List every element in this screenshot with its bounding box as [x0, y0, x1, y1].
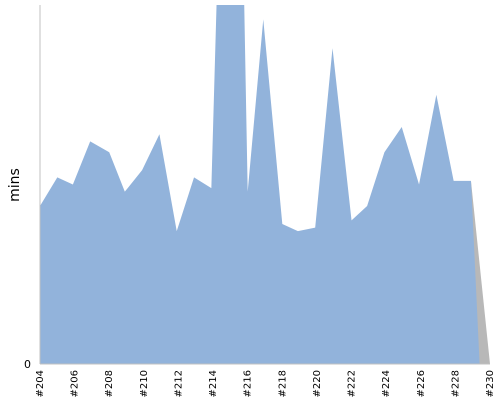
x-tick-label: #216: [243, 370, 254, 397]
x-tick-label: #220: [312, 370, 323, 397]
x-tick-label: #222: [347, 370, 358, 397]
x-tick-label: #224: [381, 370, 392, 397]
x-tick-label: #226: [416, 370, 427, 397]
y-tick-label: 0: [24, 358, 31, 371]
x-tick-label: #230: [485, 370, 496, 397]
x-tick-label: #206: [70, 370, 81, 397]
x-tick-label: #228: [450, 370, 461, 397]
x-tick-labels: #204 #206 #208 #210 #212 #214 #216 #218 #220 #222…: [35, 370, 496, 397]
x-tick-label: #214: [208, 370, 219, 397]
plot-area: [40, 5, 490, 364]
x-tick-label: #218: [277, 370, 288, 397]
y-axis-label: mins: [7, 168, 23, 202]
x-tick-label: #204: [35, 370, 46, 397]
x-tick-label: #210: [139, 370, 150, 397]
series-area: [40, 5, 480, 364]
x-tick-label: #208: [104, 370, 115, 397]
x-tick-label: #212: [173, 370, 184, 397]
